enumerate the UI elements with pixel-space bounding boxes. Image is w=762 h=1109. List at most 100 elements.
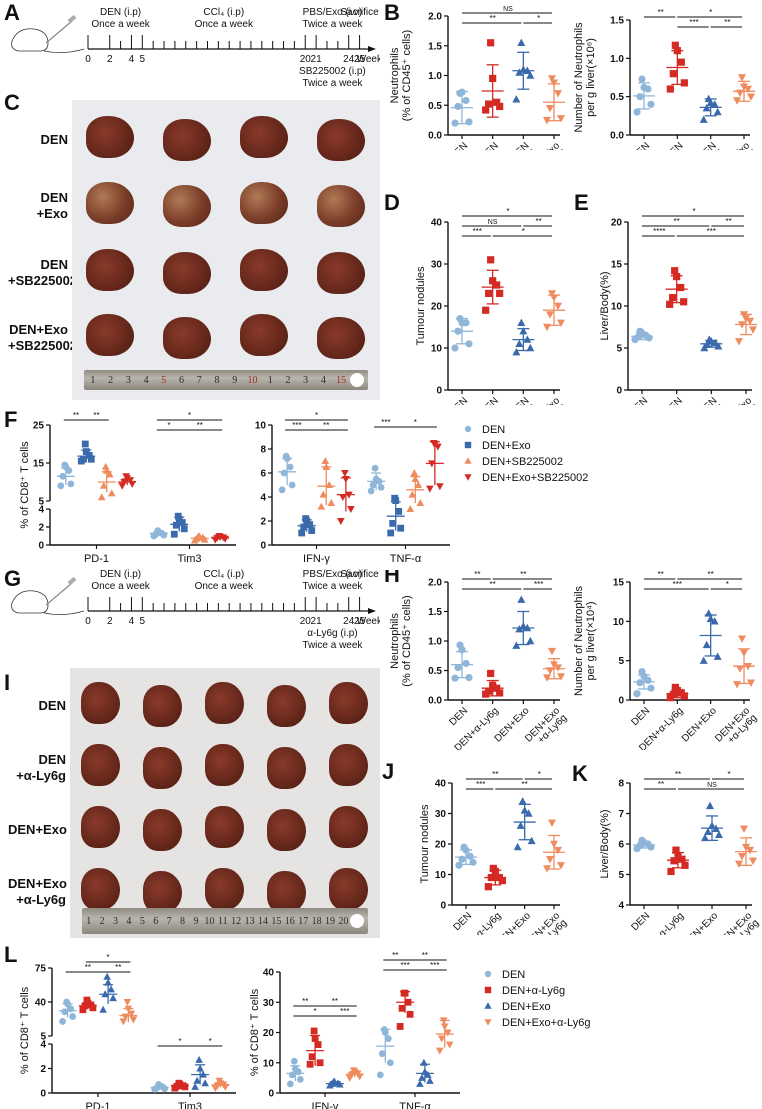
phase-frequency: Twice a week xyxy=(302,581,363,592)
data-point xyxy=(677,58,685,66)
chart-d-tumour-nodules: D010203040DENDEN+ExoDEN+SB225002DEN+Exo+… xyxy=(384,190,570,405)
data-point xyxy=(454,102,462,111)
x-tick-label: DEN xyxy=(630,705,653,728)
data-point xyxy=(524,809,533,817)
data-point xyxy=(512,95,521,103)
liver-specimen xyxy=(239,249,288,291)
x-tick-label-group: DEN+Exo+α-Ly6g xyxy=(715,910,761,935)
data-point xyxy=(666,300,674,308)
data-point xyxy=(104,978,112,986)
y-tick-label: 30 xyxy=(431,260,443,271)
data-point xyxy=(300,523,308,531)
data-point xyxy=(451,119,459,127)
data-point xyxy=(715,830,723,839)
data-point xyxy=(518,797,527,805)
legend-marker xyxy=(464,474,472,481)
data-point xyxy=(672,846,680,854)
photo-row-label: DEN+Exo +α-Ly6g xyxy=(8,876,67,907)
data-point xyxy=(414,481,423,488)
significance-label: ** xyxy=(332,997,338,1006)
data-point xyxy=(699,656,708,664)
ruler-number: 5 xyxy=(139,915,145,927)
ruler-number: 4 xyxy=(126,915,132,927)
tick-label: 5 xyxy=(140,616,146,627)
data-point xyxy=(546,856,554,864)
phase-label: Sacrifice xyxy=(340,569,379,580)
phase-label: DEN (i.p) xyxy=(100,569,141,580)
data-point xyxy=(548,819,556,827)
significance-label: *** xyxy=(707,227,716,236)
x-group-label: Tim3 xyxy=(177,553,201,565)
significance-label: * xyxy=(107,953,110,962)
liver-specimen xyxy=(205,868,244,910)
data-point xyxy=(633,108,641,116)
data-point xyxy=(517,38,526,46)
x-tick-label: DEN xyxy=(448,395,471,405)
y-tick-label: 10 xyxy=(435,870,447,881)
y-tick-label: 1.5 xyxy=(428,41,442,52)
data-point xyxy=(426,485,434,493)
significance-label: * xyxy=(178,1037,181,1046)
ruler-number: 1 xyxy=(267,374,273,386)
chart-h-neutrophil-count: 051015DENDEN+α-Ly6gDEN+ExoDEN+Exo+α-Ly6g… xyxy=(573,570,759,750)
y-tick-label: 7 xyxy=(618,809,624,820)
y-axis-title-line: % of CD8⁺ T cells xyxy=(250,988,261,1076)
data-point xyxy=(105,470,114,478)
ruler-number: 1 xyxy=(90,374,96,386)
data-point xyxy=(306,1060,314,1068)
ruler-number: 3 xyxy=(113,915,119,927)
syringe-icon xyxy=(45,20,73,44)
significance-label: ** xyxy=(674,217,680,226)
data-point xyxy=(85,452,93,459)
data-point xyxy=(636,93,644,101)
data-point xyxy=(557,319,565,327)
y-tick-label: 10 xyxy=(431,344,443,355)
data-point xyxy=(87,455,95,463)
data-point xyxy=(671,267,679,275)
data-point xyxy=(738,853,746,861)
ruler-number: 15 xyxy=(336,374,347,386)
data-point xyxy=(548,647,556,656)
significance-label: * xyxy=(314,1007,317,1016)
significance-label: ** xyxy=(708,570,714,579)
liver-specimen xyxy=(316,252,365,294)
data-point xyxy=(744,85,752,94)
liver-specimen xyxy=(267,685,306,727)
data-point xyxy=(451,344,459,352)
data-point xyxy=(667,867,675,876)
x-group-label: Tim3 xyxy=(178,1101,202,1109)
phase-frequency: Once a week xyxy=(91,581,150,592)
tick-label: 4 xyxy=(129,616,135,627)
phase-frequency: Once a week xyxy=(195,19,254,30)
y-tick-label: 1.0 xyxy=(610,54,624,65)
significance-label: ** xyxy=(323,421,329,430)
data-point xyxy=(367,487,375,495)
photo-row-label: DEN+Exo xyxy=(36,190,68,221)
x-tick-label-group: DEN xyxy=(448,705,471,728)
y-axis-title-line: Liver/Body(%) xyxy=(599,809,611,878)
y-axis-title: Liver/Body(%) xyxy=(599,809,611,878)
data-point xyxy=(109,994,117,1002)
data-point xyxy=(371,464,379,472)
data-point xyxy=(310,1027,318,1035)
significance-label: ** xyxy=(73,411,79,420)
data-point xyxy=(485,289,493,297)
panel-letter: B xyxy=(384,0,400,25)
data-point xyxy=(557,862,565,870)
data-point xyxy=(59,1018,67,1025)
data-point xyxy=(513,842,522,851)
data-point xyxy=(155,1081,163,1088)
data-point xyxy=(298,529,306,537)
x-tick-label: DEN+Exo xyxy=(494,910,533,935)
photo-row-label: DEN +α-Ly6g xyxy=(16,752,66,783)
ruler-number: 4 xyxy=(143,374,149,386)
chart-b-neutrophil-percent: B0.00.51.01.52.0DENDEN+ExoDEN+SB225002DE… xyxy=(384,0,570,150)
liver-specimen xyxy=(143,871,182,913)
data-point xyxy=(347,506,355,513)
data-point xyxy=(736,665,744,673)
mouse-body xyxy=(11,28,49,52)
data-point xyxy=(669,70,677,78)
data-point xyxy=(517,595,526,603)
data-point xyxy=(633,690,641,698)
